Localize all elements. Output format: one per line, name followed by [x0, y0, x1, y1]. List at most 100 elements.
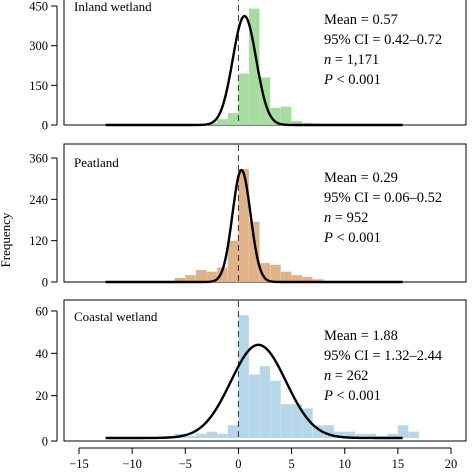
histogram-bar	[280, 271, 292, 282]
y-tick-label: 240	[29, 193, 48, 207]
x-tick-label: 10	[338, 457, 351, 471]
stat-p: P < 0.001	[323, 388, 381, 404]
x-tick-label: 15	[392, 457, 405, 471]
stat-mean: Mean = 0.57	[324, 12, 398, 28]
stat-n-symbol: n	[324, 368, 331, 384]
histogram-bar	[249, 374, 260, 438]
normal-curve	[105, 343, 403, 440]
histogram-bar	[280, 404, 292, 438]
histogram-bar	[302, 276, 313, 282]
x-tick-label: 0	[235, 457, 241, 471]
stat-p-symbol: P	[323, 388, 333, 404]
panel-frame	[63, 299, 467, 442]
normal-curve	[105, 168, 403, 284]
y-axis: 0 20 40 60	[36, 305, 58, 449]
histogram-bar	[291, 404, 302, 438]
stat-n-value: = 262	[331, 368, 368, 384]
y-axis-label: Frequency	[0, 212, 13, 267]
histogram-bar	[355, 433, 366, 438]
histogram-bars	[164, 315, 419, 438]
histogram-bar	[334, 431, 345, 438]
x-tick-label: −5	[179, 457, 192, 471]
stat-p: P < 0.001	[323, 230, 381, 246]
panel-title: Peatland	[74, 155, 119, 170]
panel-title: Inland wetland	[74, 0, 152, 14]
panel-peatland: 0 120 240 360 Peatland Mean = 0.29 95% CI =…	[29, 143, 467, 290]
x-tick-label: −10	[122, 457, 142, 471]
histogram-bars	[195, 8, 345, 126]
histogram-bar	[206, 271, 217, 282]
stat-n-value: = 1,171	[331, 52, 379, 68]
histogram-bar	[270, 107, 281, 125]
histogram-bar	[291, 275, 302, 282]
panel-frame	[63, 143, 467, 283]
histogram-bar	[249, 221, 260, 282]
stat-n: n = 1,171	[324, 52, 379, 68]
y-tick-label: 0	[42, 119, 48, 133]
y-tick-label: 150	[29, 79, 48, 93]
panel-title: Coastal wetland	[74, 309, 158, 324]
histogram-bar	[365, 433, 377, 438]
histogram-bar	[174, 277, 186, 282]
stat-p-symbol: P	[323, 72, 333, 88]
histogram-bar	[270, 380, 281, 438]
y-tick-label: 450	[29, 0, 48, 14]
histogram-bar	[397, 425, 409, 438]
stat-p-value: < 0.001	[333, 72, 381, 88]
stat-p-symbol: P	[323, 230, 333, 246]
stat-n: n = 952	[324, 210, 368, 226]
stat-mean: Mean = 0.29	[324, 170, 398, 186]
histogram-bar	[195, 433, 207, 438]
histogram-bar	[238, 315, 249, 438]
stat-n-value: = 952	[331, 210, 368, 226]
histogram-bar	[249, 8, 260, 126]
stat-n: n = 262	[324, 368, 368, 384]
histogram-bar	[238, 73, 249, 125]
y-tick-label: 40	[36, 347, 49, 361]
panel-inland-wetland: 0 150 300 450 Inland wetland Mean = 0.57 95…	[29, 0, 467, 133]
histogram-bar	[227, 425, 239, 438]
histogram-bar	[227, 240, 239, 282]
histogram-bar	[259, 366, 271, 438]
y-axis: 0 120 240 360	[29, 152, 58, 290]
y-tick-label: 120	[29, 234, 48, 248]
histogram-bar	[206, 431, 217, 438]
histogram-bar	[280, 106, 292, 125]
histogram-bar	[217, 119, 228, 125]
stat-p-value: < 0.001	[333, 230, 381, 246]
histogram-bar	[312, 425, 324, 438]
normal-curve	[105, 14, 403, 127]
histogram-bar	[302, 408, 313, 438]
x-tick-label: 5	[288, 457, 294, 471]
stat-ci: 95% CI = 1.32–2.44	[324, 348, 443, 364]
stat-n-symbol: n	[324, 52, 331, 68]
histogram-bar	[259, 263, 271, 282]
histogram-bar	[238, 169, 249, 282]
histogram-bar	[387, 433, 398, 438]
histogram-bar	[291, 121, 302, 125]
stat-ci: 95% CI = 0.42–0.72	[324, 32, 442, 48]
histogram-bar	[217, 267, 228, 282]
histogram-bar	[312, 279, 324, 282]
stat-ci: 95% CI = 0.06–0.52	[324, 190, 442, 206]
stat-p: P < 0.001	[323, 72, 381, 88]
histogram-bar	[195, 269, 207, 282]
histogram-bar	[185, 275, 196, 282]
histogram-bar	[217, 433, 228, 438]
panel-coastal-wetland: 0 20 40 60 −15 −10 −5 0 5 10 15 20 Coastal wetland…	[36, 299, 467, 471]
histogram-bar	[344, 431, 356, 438]
histogram-bar	[270, 264, 281, 282]
histogram-bar	[227, 113, 239, 125]
stat-p-value: < 0.001	[333, 388, 381, 404]
y-tick-label: 360	[29, 152, 48, 166]
x-tick-label: −15	[69, 457, 89, 471]
y-tick-label: 0	[42, 435, 48, 449]
x-tick-label: 20	[445, 457, 458, 471]
y-tick-label: 300	[29, 39, 48, 53]
histogram-bar	[323, 425, 334, 438]
y-axis: 0 150 300 450	[29, 0, 58, 133]
y-tick-label: 20	[36, 389, 49, 403]
stat-n-symbol: n	[324, 210, 331, 226]
y-tick-label: 0	[42, 276, 48, 290]
